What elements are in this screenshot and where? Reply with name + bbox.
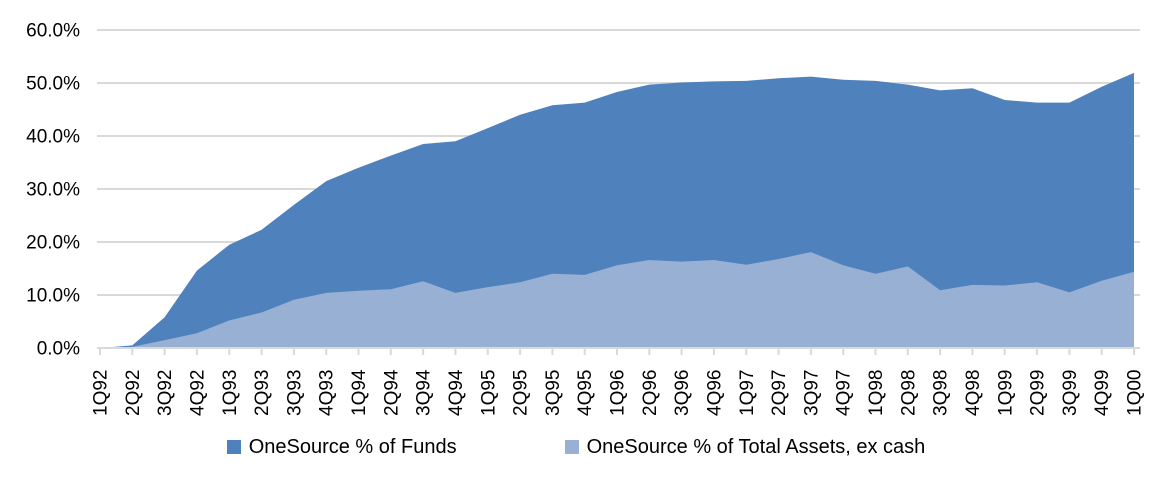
x-tick-label: 4Q93 [317, 370, 338, 416]
x-tick-label: 4Q95 [575, 370, 596, 416]
legend-swatch-assets-icon [564, 440, 579, 454]
x-tick-label: 3Q97 [801, 370, 822, 416]
x-tick-label: 3Q95 [543, 370, 564, 416]
x-tick-label: 1Q97 [737, 370, 758, 416]
x-tick-label: 3Q93 [284, 370, 305, 416]
y-tick-label: 30.0% [26, 180, 80, 201]
legend-item-funds: OneSource % of Funds [226, 436, 457, 458]
x-tick-label: 2Q93 [252, 370, 273, 416]
y-tick-label: 10.0% [26, 286, 80, 307]
x-tick-label: 1Q96 [608, 370, 629, 416]
x-tick-label: 1Q93 [220, 370, 241, 416]
legend-label-funds: OneSource % of Funds [248, 436, 457, 458]
y-tick-label: 40.0% [26, 127, 80, 148]
x-tick-label: 2Q95 [511, 370, 532, 416]
x-tick-label: 1Q95 [478, 370, 499, 416]
x-tick-label: 3Q98 [931, 370, 952, 416]
x-tick-label: 4Q94 [446, 369, 467, 416]
x-tick-label: 1Q98 [866, 370, 887, 416]
x-tick-label: 4Q98 [963, 370, 984, 416]
x-tick-label: 1Q00 [1125, 370, 1146, 416]
y-tick-label: 50.0% [26, 74, 80, 95]
x-tick-label: 1Q92 [91, 370, 112, 416]
legend-label-assets: OneSource % of Total Assets, ex cash [586, 436, 926, 458]
x-tick-label: 4Q96 [704, 370, 725, 416]
x-tick-label: 2Q96 [640, 370, 661, 416]
x-tick-label: 2Q92 [123, 370, 144, 416]
y-tick-label: 0.0% [37, 339, 80, 360]
x-tick-label: 3Q92 [155, 370, 176, 416]
x-tick-label: 2Q97 [769, 370, 790, 416]
legend-swatch-funds-icon [226, 440, 241, 454]
x-tick-label: 4Q92 [187, 370, 208, 416]
y-tick-label: 60.0% [26, 21, 80, 42]
x-tick-label: 2Q94 [381, 369, 402, 416]
x-tick-label: 4Q97 [834, 370, 855, 416]
x-tick-label: 3Q99 [1060, 370, 1081, 416]
assets-area [100, 252, 1134, 348]
legend-item-assets: OneSource % of Total Assets, ex cash [564, 436, 926, 458]
y-tick-label: 20.0% [26, 233, 80, 254]
chart-legend: OneSource % of Funds OneSource % of Tota… [0, 437, 1152, 457]
x-tick-label: 1Q99 [995, 370, 1016, 416]
x-tick-label: 3Q94 [414, 369, 435, 416]
x-tick-label: 1Q94 [349, 369, 370, 416]
x-tick-label: 2Q98 [898, 370, 919, 416]
x-tick-label: 2Q99 [1028, 370, 1049, 416]
x-tick-label: 3Q96 [672, 370, 693, 416]
x-tick-label: 4Q99 [1092, 370, 1113, 416]
